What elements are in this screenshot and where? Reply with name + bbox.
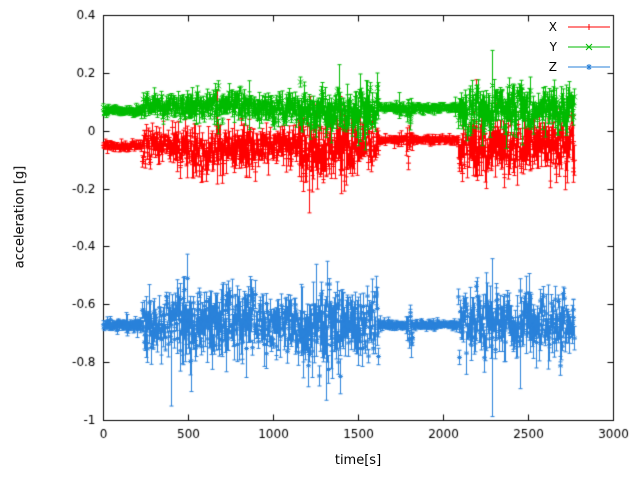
legend-label: X (548, 20, 557, 34)
cross-marker-icon (568, 43, 610, 51)
asterisk-marker-icon (568, 64, 610, 70)
legend-label: Z (548, 60, 557, 74)
legend-item-x: X (547, 21, 612, 33)
legend-label: Y (549, 40, 557, 54)
y-axis-label: acceleration [g] (12, 165, 28, 269)
legend-item-y: Y (547, 41, 612, 53)
x-axis-label: time[s] (334, 453, 382, 468)
legend-item-z: Z (547, 61, 612, 73)
plus-marker-icon (568, 24, 610, 30)
